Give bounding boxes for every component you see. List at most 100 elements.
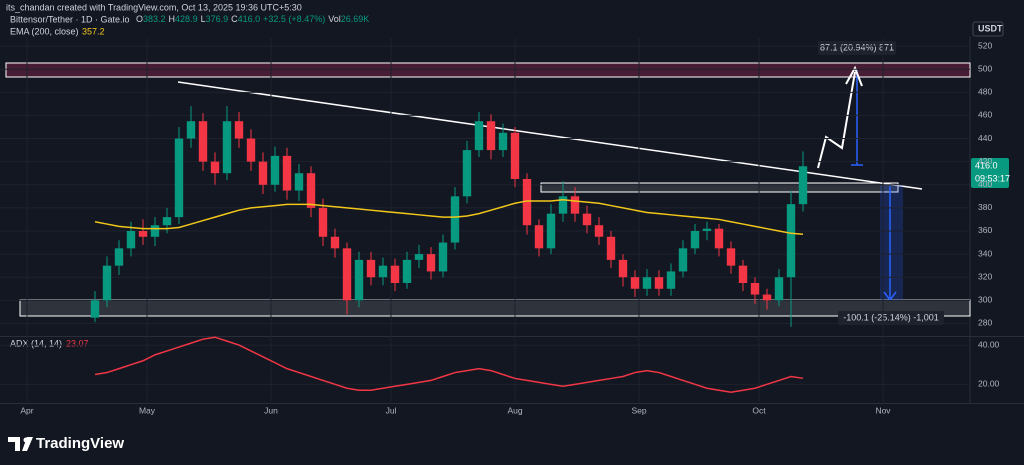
readout-part: Vol (328, 14, 341, 24)
measure-up-label: 87.1 (20.94%) 871 (820, 42, 894, 52)
candle-body (102, 265, 112, 301)
candle-body (666, 271, 676, 289)
candle-body (690, 230, 700, 249)
ema-name: EMA (200, close) (10, 26, 79, 36)
y-tick-label: 280 (978, 318, 992, 328)
support-zone (19, 299, 971, 317)
candle-body (126, 230, 136, 249)
candle-body (546, 213, 556, 249)
x-tick-label: Sep (631, 405, 646, 415)
adx-name: ADX (14, 14) (10, 338, 62, 348)
candle-body (798, 166, 808, 205)
y-tick-label: 520 (978, 40, 992, 50)
last-price-tag (971, 158, 1009, 188)
y-tick-label: 380 (978, 202, 992, 212)
candle-body (282, 155, 292, 191)
adx-tick-label: 20.00 (978, 379, 1000, 389)
candle-body (714, 228, 724, 249)
resistance-zone (5, 62, 971, 78)
candle-body (654, 277, 664, 289)
candle-body (606, 236, 616, 260)
candle-body (726, 248, 736, 266)
symbol-title: Bittensor/Tether · 1D · Gate.io (10, 14, 130, 24)
candle-body (294, 173, 304, 191)
candle-body (486, 121, 496, 151)
measure-down-area (880, 185, 903, 301)
candle-body (642, 277, 652, 289)
readout-part: 383.2 (143, 14, 166, 24)
ohlc-readout: O383.2 H428.9 L376.9 C416.0 +32.5 (+8.47%) Vo… (136, 14, 369, 24)
candle-body (258, 161, 268, 185)
candle-body (702, 228, 712, 231)
measure-down-label-box (838, 311, 944, 325)
measure-up-label-box (818, 41, 896, 55)
x-tick-label: Oct (752, 405, 766, 415)
candle-body (414, 254, 424, 260)
candle-body (522, 178, 532, 226)
candle-body (114, 248, 124, 266)
readout-part: L (201, 14, 206, 24)
candle-body (450, 196, 460, 243)
candle-body (630, 277, 640, 289)
y-tick-label: 440 (978, 133, 992, 143)
candle-body (474, 121, 484, 151)
candle-body (570, 196, 580, 214)
candle-body (594, 225, 604, 237)
readout-part: C (231, 14, 238, 24)
candle-body (378, 265, 388, 278)
x-tick-label: Apr (20, 405, 33, 415)
candle-body (402, 259, 412, 283)
candle-body (354, 259, 364, 301)
x-tick-label: Jul (386, 405, 397, 415)
x-tick-label: Aug (507, 405, 522, 415)
readout-part: 26.69K (341, 14, 370, 24)
candle-body (246, 138, 256, 162)
candle-body (738, 265, 748, 283)
y-tick-label: 360 (978, 225, 992, 235)
readout-part: 416.0 (238, 14, 261, 24)
readout-part: 428.9 (175, 14, 198, 24)
candle-body (318, 207, 328, 237)
y-tick-label: 420 (978, 156, 992, 166)
measure-down-label: -100.1 (-25.14%) -1,001 (843, 312, 939, 322)
readout-part: H (169, 14, 176, 24)
candle-body (138, 230, 148, 237)
candle-body (426, 254, 436, 272)
candle-body (786, 204, 796, 278)
candle-body (306, 173, 316, 208)
y-tick-label: 400 (978, 179, 992, 189)
logo-text: TradingView (36, 435, 124, 452)
countdown: 09:53:17 (975, 173, 1010, 183)
candle-body (270, 155, 280, 185)
candle-body (558, 196, 568, 214)
candle-body (222, 121, 232, 174)
candle-body (534, 225, 544, 249)
candle-body (198, 121, 208, 162)
candle-body (210, 161, 220, 174)
ema-value: 357.2 (82, 26, 105, 36)
candle-body (366, 259, 376, 278)
candle-body (150, 225, 160, 237)
readout-part: O (136, 14, 143, 24)
projection-arrow-head (845, 65, 863, 87)
currency: USDT (978, 23, 1003, 33)
logo: TradingView (8, 435, 124, 452)
currency-box (972, 21, 1004, 37)
adx-value: 23.07 (66, 338, 89, 348)
candle-body (162, 217, 172, 226)
candle-body (510, 132, 520, 179)
projection-arrow (817, 71, 856, 169)
candle-body (330, 236, 340, 249)
x-tick-label: Jun (264, 405, 278, 415)
x-tick-label: May (139, 405, 156, 415)
candle-body (462, 150, 472, 197)
candle-body (90, 300, 100, 318)
last-price: 416.0 (975, 160, 998, 170)
candle-body (174, 138, 184, 218)
y-tick-label: 480 (978, 87, 992, 97)
candle-body (498, 132, 508, 151)
candle-body (678, 248, 688, 272)
trendline (177, 81, 923, 190)
readout-part: +32.5 (+8.47%) (263, 14, 325, 24)
